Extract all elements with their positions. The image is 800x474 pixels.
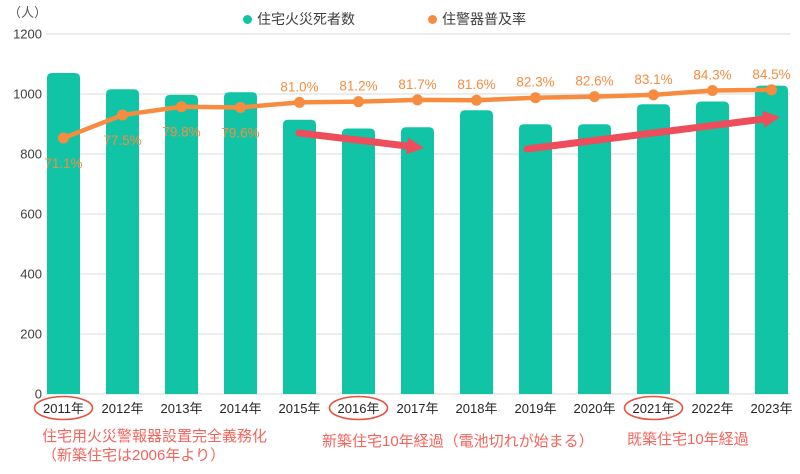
x-label-2015年: 2015年 (279, 401, 321, 416)
bar-2012年 (106, 89, 139, 394)
bar-2018年 (460, 110, 493, 394)
pct-label-2011年: 71.1% (44, 156, 82, 171)
line-point-2012年 (117, 109, 128, 121)
x-label-2020年: 2020年 (574, 401, 616, 416)
line-point-2013年 (176, 101, 187, 113)
pct-label-2012年: 77.5% (103, 133, 141, 148)
line-point-2016年 (353, 96, 364, 108)
bar-2023年 (755, 85, 788, 394)
pct-label-2021年: 83.1% (634, 72, 672, 87)
x-label-2021年: 2021年 (633, 401, 675, 416)
bar-2020年 (578, 124, 611, 395)
legend-item-fire-deaths: 住宅火災死者数 (243, 9, 355, 29)
bar-2021年 (637, 104, 670, 394)
line-point-2017年 (412, 94, 423, 106)
annotation-new-homes-10yr: 新築住宅10年経過（電池切れが始まる） (322, 433, 594, 450)
year-circle-2011年 (33, 395, 94, 421)
x-label-2016年: 2016年 (338, 401, 380, 416)
annotation-mandatory-installation: 住宅用火災警報器設置完全義務化 （新築住宅は2006年より） (42, 427, 267, 465)
trend-arrow-1 (295, 129, 411, 150)
y-axis-unit-label: （人） (8, 5, 48, 20)
pct-label-2023年: 84.5% (752, 67, 790, 82)
y-tick-label-1200: 1200 (13, 27, 42, 42)
x-label-2012年: 2012年 (102, 401, 144, 416)
bar-2016年 (342, 128, 375, 394)
y-tick-label-200: 200 (20, 327, 42, 342)
y-tick-label-0: 0 (35, 387, 42, 402)
y-tick-label-600: 600 (20, 207, 42, 222)
line-point-2014年 (235, 101, 246, 113)
line-point-2011年 (58, 132, 69, 144)
pct-label-2018年: 81.6% (457, 77, 495, 92)
x-label-2023年: 2023年 (751, 401, 793, 416)
x-label-2014年: 2014年 (220, 401, 262, 416)
pct-label-2016年: 81.2% (339, 79, 377, 94)
bar-2011年 (47, 73, 80, 394)
line-point-2015年 (294, 96, 305, 108)
y-tick-label-400: 400 (20, 267, 42, 282)
legend-marker-fire-deaths-icon (243, 14, 252, 24)
y-tick-label-800: 800 (20, 147, 42, 162)
line-point-2022年 (707, 85, 718, 97)
x-label-2022年: 2022年 (692, 401, 734, 416)
x-label-2017年: 2017年 (397, 401, 439, 416)
pct-label-2022年: 84.3% (693, 68, 731, 83)
bar-2013年 (165, 94, 198, 395)
x-label-2013年: 2013年 (161, 401, 203, 416)
pct-label-2013年: 79.8% (162, 125, 200, 140)
pct-label-2014年: 79.6% (221, 125, 259, 140)
x-label-2019年: 2019年 (515, 401, 557, 416)
line-point-2023年 (766, 84, 777, 96)
bar-2019年 (519, 124, 552, 395)
line-point-2020年 (589, 91, 600, 103)
bar-2014年 (224, 92, 257, 394)
year-circle-2016年 (328, 395, 389, 421)
annotation-existing-homes-10yr: 既築住宅10年経過 (627, 431, 749, 448)
pct-label-2017年: 81.7% (398, 77, 436, 92)
trend-arrow-head-1 (406, 137, 424, 155)
x-label-2011年: 2011年 (43, 401, 84, 416)
trend-arrow-head-2 (762, 110, 780, 128)
bar-2022年 (696, 101, 729, 394)
pct-label-2020年: 82.6% (575, 74, 613, 89)
year-circle-2021年 (623, 395, 684, 421)
line-point-2019年 (530, 92, 541, 104)
bar-2017年 (401, 127, 434, 395)
line-point-2018年 (471, 94, 482, 106)
pct-label-2015年: 81.0% (280, 79, 318, 94)
annotation-mandatory-installation-line2: （新築住宅は2006年より） (42, 447, 226, 464)
line-point-2021年 (648, 89, 659, 101)
y-tick-label-1000: 1000 (13, 87, 42, 102)
pct-label-2019年: 82.3% (516, 75, 554, 90)
legend-label-alarm-rate: 住警器普及率 (442, 11, 526, 27)
bar-2015年 (283, 119, 316, 395)
legend-label-fire-deaths: 住宅火災死者数 (257, 11, 355, 27)
annotation-mandatory-installation-line1: 住宅用火災警報器設置完全義務化 (42, 428, 268, 445)
x-label-2018年: 2018年 (456, 401, 498, 416)
legend-marker-alarm-rate-icon (428, 14, 437, 24)
legend-item-alarm-rate: 住警器普及率 (428, 9, 526, 29)
trend-arrow-2 (523, 115, 767, 153)
